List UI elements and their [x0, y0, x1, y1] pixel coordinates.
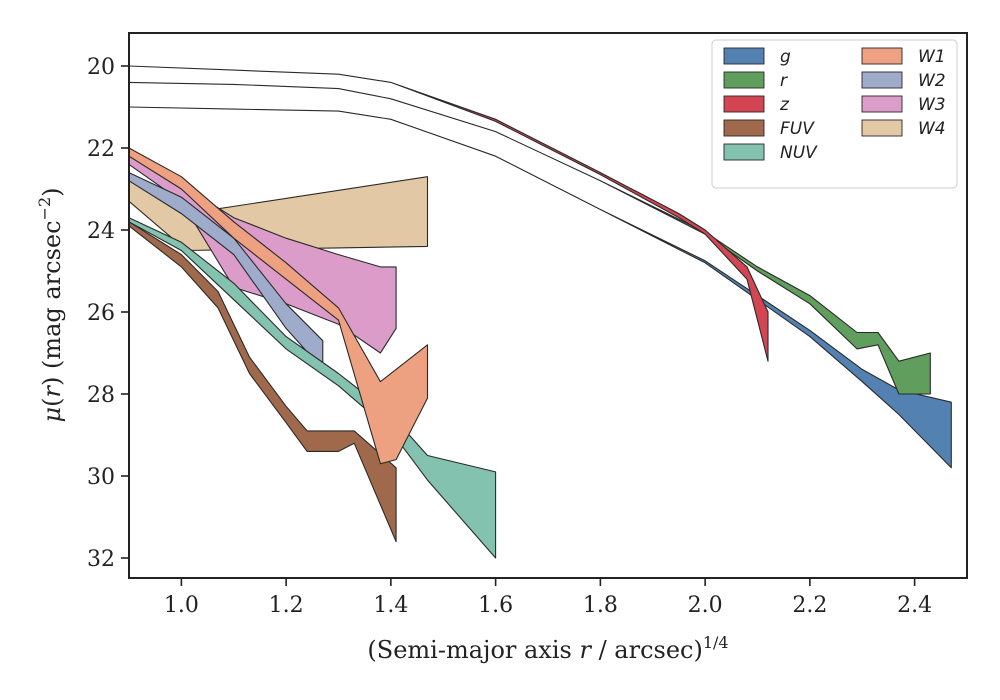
x-tick-label: 1.8 [583, 593, 618, 618]
legend-label: FUV [780, 119, 815, 139]
profile-bands [128, 65, 952, 559]
legend-item-w1: W1 [861, 47, 946, 67]
x-tick-label: 2.2 [792, 593, 827, 618]
legend-swatch [723, 95, 765, 113]
legend-item-w2: W2 [861, 71, 946, 91]
legend-swatch [723, 143, 765, 161]
legend-item-r: r [723, 71, 788, 91]
legend: grz FUV NUV W1 W2 W3 W4 [711, 39, 958, 189]
legend-swatch [723, 71, 765, 89]
legend-swatch [861, 71, 903, 89]
y-tick-label: 26 [87, 301, 115, 326]
y-tick-label: 24 [87, 219, 115, 244]
legend-item-nuv: NUV [723, 143, 818, 163]
legend-item-w4: W4 [861, 119, 946, 139]
x-tick-label: 1.4 [373, 593, 408, 618]
legend-swatch [861, 47, 903, 65]
legend-label: z [779, 95, 790, 115]
band-r [128, 81, 931, 395]
band-nuv [128, 217, 497, 559]
legend-swatch [723, 47, 765, 65]
band-w1 [128, 147, 429, 465]
x-tick-label: 1.2 [269, 593, 304, 618]
y-tick-label: 32 [87, 547, 115, 572]
legend-label: W4 [918, 119, 946, 139]
legend-label: r [780, 71, 788, 91]
band-z [128, 65, 769, 362]
y-axis-label: μ(r) (mag arcsec−2) [35, 187, 66, 422]
y-tick-label: 30 [87, 465, 115, 490]
y-tick-label: 28 [87, 383, 115, 408]
legend-label: NUV [780, 143, 818, 163]
x-tick-label: 1.6 [478, 593, 513, 618]
legend-item-g: g [723, 47, 791, 67]
legend-label: g [780, 47, 791, 67]
x-tick-label: 2.0 [688, 593, 723, 618]
legend-item-z: z [723, 95, 790, 115]
legend-swatch [861, 119, 903, 137]
legend-label: W2 [918, 71, 946, 91]
x-axis-ticks: 1.0 1.2 1.4 1.6 1.8 2.0 2.2 2.4 [164, 578, 932, 618]
y-axis-ticks: 20 22 24 26 28 30 32 [87, 55, 129, 572]
legend-label: W1 [918, 47, 946, 67]
legend-item-w3: W3 [861, 95, 946, 115]
x-axis-label: (Semi-major axis r / arcsec)1/4 [367, 633, 728, 664]
y-tick-label: 20 [87, 55, 115, 80]
legend-item-fuv: FUV [723, 119, 815, 139]
band-g [128, 106, 952, 469]
x-tick-label: 1.0 [164, 593, 199, 618]
plot-frame [128, 32, 968, 579]
legend-swatch [861, 95, 903, 113]
y-tick-label: 22 [87, 137, 115, 162]
legend-label: W3 [918, 95, 946, 115]
band-fuv [128, 221, 397, 543]
legend-swatch [723, 119, 765, 137]
x-tick-label: 2.4 [897, 593, 932, 618]
